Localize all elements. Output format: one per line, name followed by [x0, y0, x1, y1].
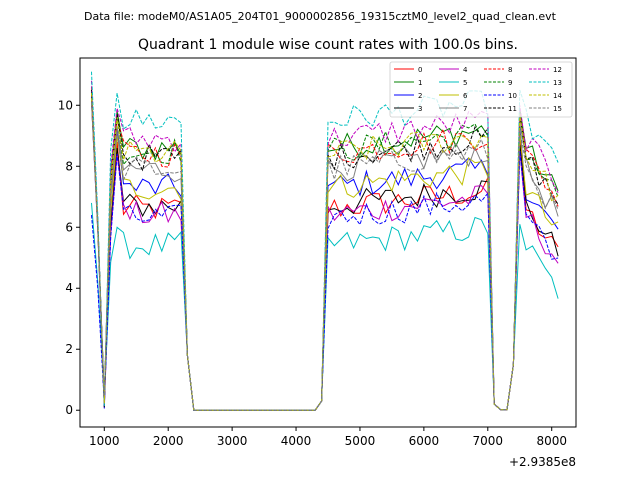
- x-tick-label-4000: 4000: [281, 434, 312, 448]
- legend-label-5: 5: [463, 79, 467, 87]
- legend-label-2: 2: [418, 92, 422, 100]
- legend-label-7: 7: [463, 105, 467, 113]
- y-tick-label-8: 8: [65, 159, 73, 173]
- legend-label-11: 11: [508, 105, 517, 113]
- chart-suptitle: Data file: modeM0/AS1A05_204T01_90000028…: [84, 10, 557, 23]
- x-tick-label-7000: 7000: [473, 434, 504, 448]
- x-offset-label: +2.9385e8: [509, 455, 576, 469]
- legend-label-4: 4: [463, 66, 468, 74]
- legend-box: [389, 61, 573, 118]
- x-tick-label-1000: 1000: [89, 434, 120, 448]
- series-line-5: [91, 202, 559, 411]
- legend-label-1: 1: [418, 79, 422, 87]
- x-tick-label-5000: 5000: [345, 434, 376, 448]
- legend-label-13: 13: [553, 79, 562, 87]
- y-tick-label-6: 6: [65, 220, 73, 234]
- legend-label-14: 14: [553, 92, 562, 100]
- y-tick-label-4: 4: [65, 281, 73, 295]
- y-tick-label-0: 0: [65, 403, 73, 417]
- series-line-14: [91, 93, 559, 411]
- series-line-10: [91, 150, 559, 411]
- y-tick-label-10: 10: [58, 98, 73, 112]
- series-layer: [91, 71, 559, 411]
- series-line-15: [91, 102, 559, 411]
- x-tick-label-6000: 6000: [409, 434, 440, 448]
- legend-label-10: 10: [508, 92, 517, 100]
- y-tick-label-2: 2: [65, 342, 73, 356]
- legend-label-6: 6: [463, 92, 468, 100]
- legend-label-8: 8: [508, 66, 512, 74]
- legend-label-9: 9: [508, 79, 512, 87]
- legend-label-15: 15: [553, 105, 562, 113]
- chart-title: Quadrant 1 module wise count rates with …: [138, 37, 518, 53]
- legend-label-0: 0: [418, 66, 422, 74]
- x-tick-label-2000: 2000: [153, 434, 184, 448]
- x-tick-label-3000: 3000: [217, 434, 248, 448]
- legend-label-3: 3: [418, 105, 422, 113]
- x-tick-label-8000: 8000: [536, 434, 567, 448]
- plot-frame: [79, 57, 577, 428]
- legend-label-12: 12: [553, 66, 562, 74]
- axes-layer: 1000 2000 3000 4000 5000 6000 7000 8000 0 2 4 6 8 10: [58, 98, 567, 448]
